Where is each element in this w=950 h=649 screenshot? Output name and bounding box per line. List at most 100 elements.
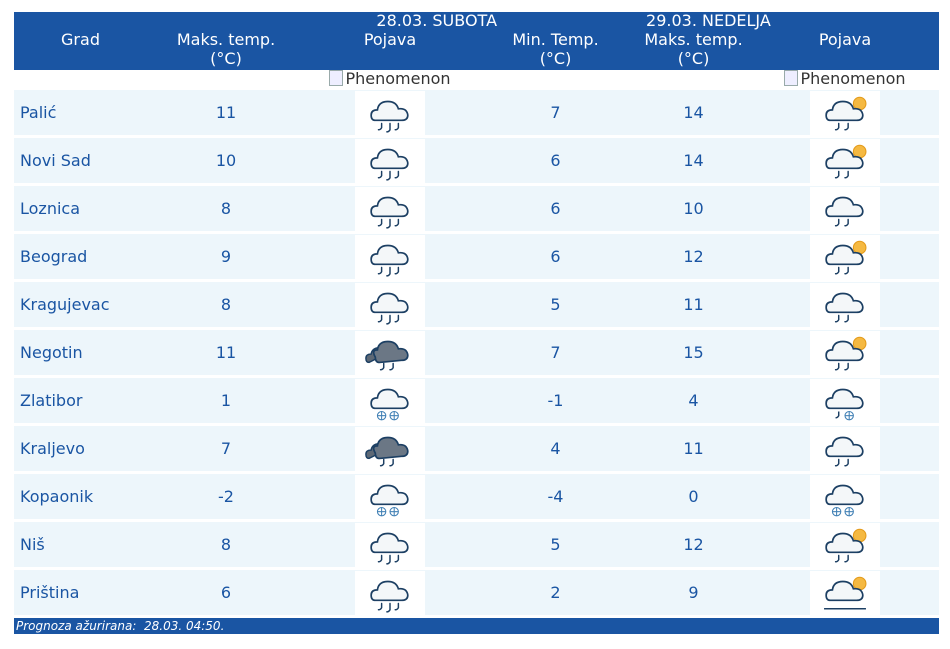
- day1-phenomenon-box: [355, 474, 425, 519]
- day2-phenomenon-box: [810, 522, 881, 567]
- city-name: Kraljevo: [14, 426, 147, 474]
- day2-title: 29.03. NEDELJA: [646, 11, 771, 30]
- footer-value: 28.03. 04:50.: [144, 619, 225, 633]
- col-day2-phenomenon: Pojava: [751, 30, 940, 70]
- day2-phenomenon-box: [810, 282, 881, 327]
- col-day2-max-label: Maks. temp.: [644, 30, 743, 49]
- day1-max-temp: 11: [147, 330, 305, 378]
- day1-phenomenon: [305, 378, 476, 426]
- day2-min-temp: -4: [475, 474, 637, 522]
- day2-phenomenon: [751, 138, 940, 186]
- cloud-rain-icon: [370, 148, 409, 181]
- day2-phenomenon: [751, 522, 940, 570]
- day1-max-temp: 8: [147, 282, 305, 330]
- day2-phenomenon: [751, 474, 940, 522]
- day1-max-temp: 10: [147, 138, 305, 186]
- cloud-rain-light-icon: [825, 292, 864, 322]
- day1-title: 28.03. SUBOTA: [376, 11, 498, 30]
- header-row-images: Phenomenon Phenomenon: [14, 69, 940, 90]
- table-row: Palić 11 7 14: [14, 90, 940, 138]
- table-row: Negotin 11 7 15: [14, 330, 940, 378]
- day2-max-temp: 11: [636, 282, 752, 330]
- day2-phenomenon: [751, 90, 940, 138]
- day1-max-temp: 8: [147, 522, 305, 570]
- day1-phenomenon: [305, 330, 476, 378]
- cloud-rain-snow-icon: [825, 388, 864, 420]
- broken-image-icon: [329, 70, 344, 86]
- footer-label: Prognoza ažurirana:: [16, 619, 137, 633]
- day2-min-temp: -1: [475, 378, 637, 426]
- phenomenon-broken-image-1: Phenomenon: [329, 70, 451, 88]
- day2-phenomenon-box: [810, 570, 881, 615]
- city-name: Zlatibor: [14, 378, 147, 426]
- cloud-rain-icon: [370, 196, 409, 229]
- sun-cloud-rain-icon: [825, 96, 867, 130]
- day1-phenomenon: [305, 90, 476, 138]
- day1-phenomenon-box: [355, 522, 425, 567]
- col-day1-phenomenon-label: Pojava: [363, 30, 417, 49]
- day1-phenomenon-box: [355, 378, 425, 423]
- day2-phenomenon-box: [810, 138, 881, 183]
- day2-phenomenon-box: [810, 378, 881, 423]
- day2-phenomenon: [751, 234, 940, 282]
- table-row: Novi Sad 10 6 14: [14, 138, 940, 186]
- forecast-table: 28.03. SUBOTA 29.03. NEDELJA Grad Maks. …: [14, 11, 940, 618]
- dark-cloud-rain-icon: [365, 340, 409, 370]
- table-row: Kraljevo 7 4 11: [14, 426, 940, 474]
- day1-phenomenon-box: [355, 330, 425, 375]
- day2-max-temp: 11: [636, 426, 752, 474]
- city-name: Palić: [14, 90, 147, 138]
- day1-max-temp: 7: [147, 426, 305, 474]
- forecast-table-wrapper: 28.03. SUBOTA 29.03. NEDELJA Grad Maks. …: [14, 11, 940, 634]
- day2-max-temp: 15: [636, 330, 752, 378]
- cloud-rain-icon: [370, 244, 409, 277]
- city-name: Novi Sad: [14, 138, 147, 186]
- day2-max-temp: 10: [636, 186, 752, 234]
- day1-phenomenon-box: [355, 234, 425, 279]
- col-day2-max-unit: (°C): [677, 49, 710, 68]
- city-name: Negotin: [14, 330, 147, 378]
- day2-phenomenon-box: [810, 234, 881, 279]
- cloud-snow-icon: [825, 484, 864, 516]
- col-day2-min: Min. Temp. (°C): [475, 30, 637, 70]
- day2-max-temp: 12: [636, 522, 752, 570]
- day1-phenomenon: [305, 282, 476, 330]
- day1-phenomenon: [305, 234, 476, 282]
- cloud-rain-icon: [370, 580, 409, 613]
- phenomenon-broken-image-2: Phenomenon: [784, 69, 906, 88]
- header-empty: [14, 12, 147, 30]
- day1-phenomenon-box: [355, 570, 425, 615]
- cloud-rain-icon: [370, 292, 409, 325]
- day2-max-temp: 14: [636, 138, 752, 186]
- day1-phenomenon: [305, 522, 476, 570]
- city-name: Priština: [14, 570, 147, 618]
- city-name: Niš: [14, 522, 147, 570]
- col-day2-min-label: Min. Temp.: [512, 30, 599, 49]
- city-name: Loznica: [14, 186, 147, 234]
- cloud-snow-icon: [370, 388, 409, 420]
- day2-min-temp: 6: [475, 234, 637, 282]
- table-row: Beograd 9 6 12: [14, 234, 940, 282]
- day2-max-temp: 14: [636, 90, 752, 138]
- col-day1-max-unit: (°C): [210, 49, 242, 68]
- sun-cloud-rain-icon: [825, 144, 867, 178]
- day1-phenomenon: [305, 474, 476, 522]
- table-row: Kopaonik -2 -4 0: [14, 474, 940, 522]
- day2-min-temp: 7: [475, 90, 637, 138]
- sun-cloud-rain-icon: [825, 240, 867, 274]
- day1-max-temp: 11: [147, 90, 305, 138]
- col-grad-label: Grad: [61, 30, 100, 49]
- col-day1-phenomenon: Pojava: [305, 30, 476, 70]
- phenomenon-alt-text-2: Phenomenon: [800, 69, 906, 88]
- day1-phenomenon-box: [355, 90, 425, 135]
- city-name: Kragujevac: [14, 282, 147, 330]
- header-row-columns: Grad Maks. temp. (°C) Pojava Min. Temp. (°…: [14, 30, 940, 70]
- day1-phenomenon-box: [355, 138, 425, 183]
- cloud-rain-icon: [370, 100, 409, 133]
- table-row: Loznica 8 6 10: [14, 186, 940, 234]
- day1-phenomenon: [305, 570, 476, 618]
- table-row: Niš 8 5 12: [14, 522, 940, 570]
- day1-phenomenon-box: [355, 282, 425, 327]
- col-day2-min-unit: (°C): [539, 49, 572, 68]
- col-grad: Grad: [14, 30, 147, 70]
